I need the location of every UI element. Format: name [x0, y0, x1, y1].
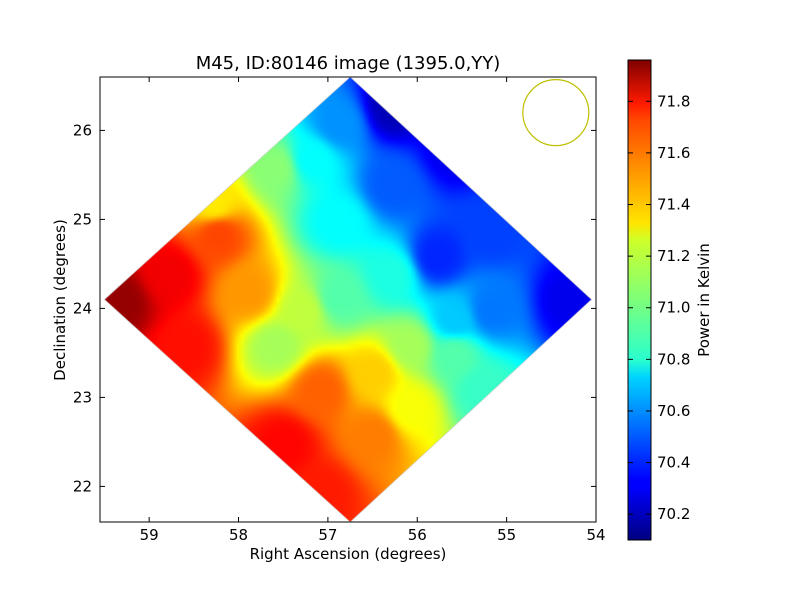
footprint-outline: [103, 77, 593, 522]
x-tick-label: 58: [229, 526, 248, 544]
colorbar-frame: [627, 59, 652, 541]
heatmap-image: [104, 77, 592, 522]
x-axis-label: Right Ascension (degrees): [250, 545, 447, 563]
colorbar-tick-label: 71.6: [657, 144, 690, 162]
colorbar-tick-label: 70.6: [657, 402, 690, 420]
y-tick-label: 25: [73, 210, 92, 228]
beam-circle: [522, 78, 590, 147]
x-tick-label: 55: [497, 526, 516, 544]
colorbar-tick-label: 70.8: [657, 350, 690, 368]
colorbar-tick-label: 71.8: [657, 92, 690, 110]
colorbar: 70.2 70.4 70.6 70.8 71.0 71.2 71.4 71.6 71.8 Pow…: [627, 59, 713, 541]
colorbar-tick-label: 70.2: [657, 505, 690, 523]
y-axis-label: Declination (degrees): [51, 219, 69, 381]
chart-title: M45, ID:80146 image (1395.0,YY): [196, 53, 501, 74]
x-tick-label: 54: [586, 526, 605, 544]
x-tick-label: 59: [140, 526, 159, 544]
plot-frame: [99, 76, 597, 523]
colorbar-label: Power in Kelvin: [695, 243, 713, 357]
y-tick-label: 26: [73, 121, 92, 139]
colorbar-tick-label: 71.0: [657, 299, 690, 317]
colorbar-tick-label: 71.2: [657, 247, 690, 265]
y-tick-label: 23: [73, 388, 92, 406]
y-axis: 22 23 24 25 26: [73, 121, 596, 495]
y-tick-label: 24: [73, 299, 92, 317]
x-tick-label: 56: [408, 526, 427, 544]
colorbar-tick-label: 71.4: [657, 196, 690, 214]
colorbar-tick-label: 70.4: [657, 454, 690, 472]
plot-area: [103, 77, 593, 522]
x-tick-label: 57: [318, 526, 337, 544]
y-tick-label: 22: [73, 477, 92, 495]
x-axis: 59 58 57 56 55 54: [140, 77, 606, 544]
colorbar-gradient: [628, 60, 651, 540]
